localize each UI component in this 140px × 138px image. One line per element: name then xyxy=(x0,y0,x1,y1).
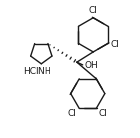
Text: Cl: Cl xyxy=(89,6,98,15)
Text: HCl: HCl xyxy=(23,67,39,76)
Text: Cl: Cl xyxy=(68,109,77,118)
Text: OH: OH xyxy=(84,61,98,70)
Text: N: N xyxy=(37,67,44,76)
Text: Cl: Cl xyxy=(110,40,119,49)
Text: H: H xyxy=(44,67,50,76)
Text: Cl: Cl xyxy=(98,109,107,118)
